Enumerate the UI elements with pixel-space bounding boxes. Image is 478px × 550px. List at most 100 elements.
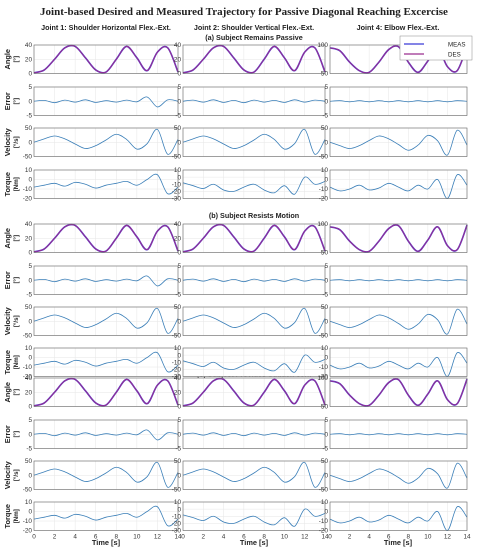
y-tick-label: 0 [28, 177, 32, 184]
panel-frame [329, 306, 468, 336]
y-tick-label: 0 [177, 404, 181, 411]
y-axis-unit-angle-b: [°] [13, 235, 20, 242]
y-tick-label: 0 [324, 98, 328, 105]
panel-bg [330, 348, 467, 377]
x-tick-label: 14 [463, 534, 471, 541]
panel-frame [33, 169, 179, 199]
series-line-error [182, 99, 326, 104]
y-tick-label: 20 [25, 56, 33, 63]
y-tick-label: -5 [26, 292, 32, 299]
y-tick-label: 50 [25, 125, 33, 132]
y-tick-label: 0 [28, 318, 32, 325]
y-tick-label: -30 [172, 374, 182, 381]
panel-angle-a-col1: 0 20 40 [25, 42, 179, 78]
series-line-error [33, 96, 179, 108]
y-tick-label: 40 [174, 221, 182, 228]
series-line-des [182, 378, 326, 407]
y-tick-label: 5 [28, 84, 32, 91]
y-axis-unit-angle-a: [°] [13, 56, 20, 63]
y-tick-label: -20 [319, 374, 329, 381]
x-tick-label: 10 [281, 534, 289, 541]
y-tick-label: 50 [321, 125, 329, 132]
x-tick-label: 12 [154, 534, 162, 541]
y-tick-label: 10 [174, 167, 182, 174]
x-tick-label: 4 [73, 534, 77, 541]
y-tick-label: 40 [25, 375, 33, 382]
series-line-des [33, 45, 179, 74]
y-axis-unit-angle-c: [°] [13, 389, 20, 396]
y-tick-label: -50 [23, 154, 33, 161]
series-line-torque [33, 351, 179, 373]
x-tick-label: 14 [321, 534, 329, 541]
y-tick-label: -20 [23, 374, 33, 381]
panel-error-c-col3: -5 0 5 [322, 417, 468, 453]
y-tick-label: 0 [324, 277, 328, 284]
y-tick-label: 40 [174, 375, 182, 382]
series-line-velocity [329, 129, 468, 156]
y-tick-label: 50 [321, 71, 329, 78]
panel-frame [329, 86, 468, 116]
panel-bg [330, 378, 467, 407]
y-axis-label-angle-b: Angle [3, 228, 12, 249]
panel-frame [182, 44, 326, 74]
y-tick-label: -20 [172, 367, 182, 374]
y-tick-label: 0 [28, 472, 32, 479]
series-line-error [33, 429, 179, 441]
y-tick-label: -10 [319, 186, 329, 193]
section-title-a: (a) Subject Remains Passive [205, 33, 302, 42]
panel-bg [330, 224, 467, 253]
y-axis-label-error-c: Error [3, 425, 12, 443]
legend-box [399, 35, 473, 61]
x-tick-label: 2 [348, 534, 352, 541]
panel-frame [182, 460, 326, 490]
y-tick-label: 0 [177, 472, 181, 479]
y-tick-label: 0 [28, 71, 32, 78]
x-tick-label: 0 [328, 534, 332, 541]
x-tick-label: 4 [367, 534, 371, 541]
x-tick-label: 8 [407, 534, 411, 541]
series-line-des [329, 378, 468, 407]
y-axis-unit-velocity-a: [°/s] [13, 136, 20, 148]
panel-frame [33, 377, 179, 407]
y-tick-label: 0 [177, 174, 181, 181]
y-tick-label: 100 [317, 375, 328, 382]
x-tick-label: 0 [181, 534, 185, 541]
y-tick-label: -20 [23, 528, 33, 535]
y-tick-label: 20 [25, 235, 33, 242]
y-tick-label: 5 [324, 417, 328, 424]
y-tick-label: 5 [28, 417, 32, 424]
y-tick-label: -5 [175, 292, 181, 299]
y-tick-label: 0 [28, 250, 32, 257]
panel-frame [329, 223, 468, 253]
y-tick-label: 5 [177, 263, 181, 270]
y-tick-label: 50 [174, 458, 182, 465]
y-tick-label: 0 [324, 355, 328, 362]
series-line-torque [329, 174, 468, 199]
y-axis-unit-velocity-c: [°/s] [13, 469, 20, 481]
y-tick-label: 5 [324, 263, 328, 270]
series-line-error [329, 100, 468, 103]
y-tick-label: 0 [324, 177, 328, 184]
column-title-joint-4: Joint 4: Elbow Flex.-Ext. [357, 23, 440, 32]
y-tick-label: 0 [324, 509, 328, 516]
panel-angle-b-col1: 0 20 40 [25, 221, 179, 257]
y-tick-label: 40 [174, 42, 182, 49]
y-tick-label: 40 [25, 221, 33, 228]
y-tick-label: 100 [317, 42, 328, 49]
panel-frame [33, 460, 179, 490]
panel-velocity-c-col2: -50 0 50 [172, 458, 326, 494]
y-tick-label: 0 [177, 71, 181, 78]
x-tick-label: 6 [94, 534, 98, 541]
y-tick-label: 20 [174, 389, 182, 396]
y-tick-label: 0 [177, 139, 181, 146]
y-tick-label: -20 [319, 528, 329, 535]
y-tick-label: 0 [28, 404, 32, 411]
panel-frame [182, 223, 326, 253]
x-tick-label: 14 [174, 534, 182, 541]
panel-angle-c-col1: 0 20 40 [25, 375, 179, 411]
panel-frame [33, 501, 179, 531]
y-tick-label: 50 [321, 458, 329, 465]
y-axis-label-velocity-b: Velocity [3, 306, 12, 335]
